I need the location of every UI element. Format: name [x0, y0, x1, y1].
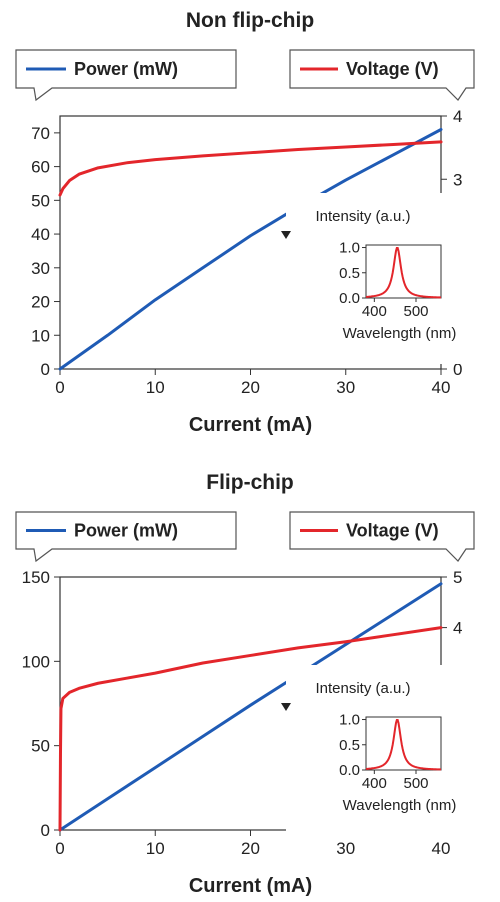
inset-y-tick-label: 1.0	[339, 712, 360, 729]
legend: Power (mW) Voltage (V)	[15, 511, 475, 563]
y-left-tick-label: 100	[22, 652, 50, 671]
inset-y-tick-label: 1.0	[339, 240, 360, 257]
inset-xlabel: Wavelength (nm)	[343, 797, 457, 814]
y-left-tick-label: 0	[41, 360, 50, 379]
y-left-tick-label: 50	[31, 191, 50, 210]
y-left-tick-label: 50	[31, 737, 50, 756]
x-tick-label: 20	[241, 839, 260, 858]
x-tick-label: 40	[432, 378, 451, 397]
chart-panel-1: Non flip-chip Power (mW) Voltage (V) 0 10 20 3…	[15, 9, 500, 436]
x-tick-label: 10	[146, 839, 165, 858]
y-right-tick-label: 3	[453, 170, 462, 189]
y-left-tick-label: 10	[31, 326, 50, 345]
inset-x-tick-label: 500	[403, 775, 428, 792]
x-tick-label: 0	[55, 839, 64, 858]
inset-spectrum-line	[365, 718, 442, 771]
y-left-tick-label: 60	[31, 158, 50, 177]
legend-label-power: Power (mW)	[74, 59, 178, 79]
legend-box-power	[15, 49, 237, 102]
inset-ylabel: Intensity (a.u.)	[315, 680, 410, 697]
inset-spectrum-line	[365, 246, 442, 299]
inset-y-tick-label: 0.5	[339, 265, 360, 282]
series-line-power	[58, 127, 443, 371]
y-right-tick-label: 4	[453, 619, 462, 638]
y-left-tick-label: 150	[22, 568, 50, 587]
inset-spectrum: Intensity (a.u.) 0.0 0.5 1.0 400 500 Wavelengt…	[281, 665, 500, 836]
inset-frame	[365, 716, 442, 771]
y-right-tick-label: 4	[453, 107, 462, 126]
x-tick-label: 10	[146, 378, 165, 397]
chart-title: Non flip-chip	[186, 9, 314, 32]
y-right-tick-label: 5	[453, 568, 462, 587]
series-line-voltage	[58, 626, 443, 832]
y-left-tick-label: 20	[31, 293, 50, 312]
legend-label-voltage: Voltage (V)	[346, 59, 439, 79]
y-left-tick-label: 40	[31, 225, 50, 244]
x-tick-label: 30	[336, 378, 355, 397]
x-tick-label: 40	[432, 839, 451, 858]
y-left-tick-label: 30	[31, 259, 50, 278]
inset-x-tick-label: 500	[403, 303, 428, 320]
inset-spectrum: Intensity (a.u.) 0.0 0.5 1.0 400 500 Wavelengt…	[281, 193, 500, 364]
x-tick-label: 30	[336, 839, 355, 858]
chart-title: Flip-chip	[206, 471, 294, 494]
inset-x-tick-label: 400	[362, 303, 387, 320]
inset-frame	[365, 244, 442, 299]
series-line-power	[58, 582, 443, 832]
legend-box-voltage	[289, 49, 475, 101]
x-tick-label: 0	[55, 378, 64, 397]
inset-xlabel: Wavelength (nm)	[343, 325, 457, 342]
inset-y-tick-label: 0.0	[339, 290, 360, 307]
x-tick-label: 20	[241, 378, 260, 397]
inset-y-tick-label: 0.0	[339, 762, 360, 779]
legend-box-power	[15, 511, 237, 563]
inset-x-tick-label: 400	[362, 775, 387, 792]
x-axis-label: Current (mA)	[189, 875, 312, 897]
legend-label-voltage: Voltage (V)	[346, 521, 439, 541]
y-right-tick-label: 0	[453, 360, 462, 379]
inset-arrow-icon	[281, 703, 291, 711]
inset-ylabel: Intensity (a.u.)	[315, 208, 410, 225]
y-left-tick-label: 70	[31, 124, 50, 143]
inset-y-tick-label: 0.5	[339, 737, 360, 754]
series-line-voltage	[58, 140, 443, 197]
legend-box-voltage	[289, 511, 475, 562]
y-left-tick-label: 0	[41, 821, 50, 840]
inset-arrow-icon	[281, 231, 291, 239]
x-axis-label: Current (mA)	[189, 414, 312, 436]
legend-label-power: Power (mW)	[74, 521, 178, 541]
legend: Power (mW) Voltage (V)	[15, 49, 475, 102]
